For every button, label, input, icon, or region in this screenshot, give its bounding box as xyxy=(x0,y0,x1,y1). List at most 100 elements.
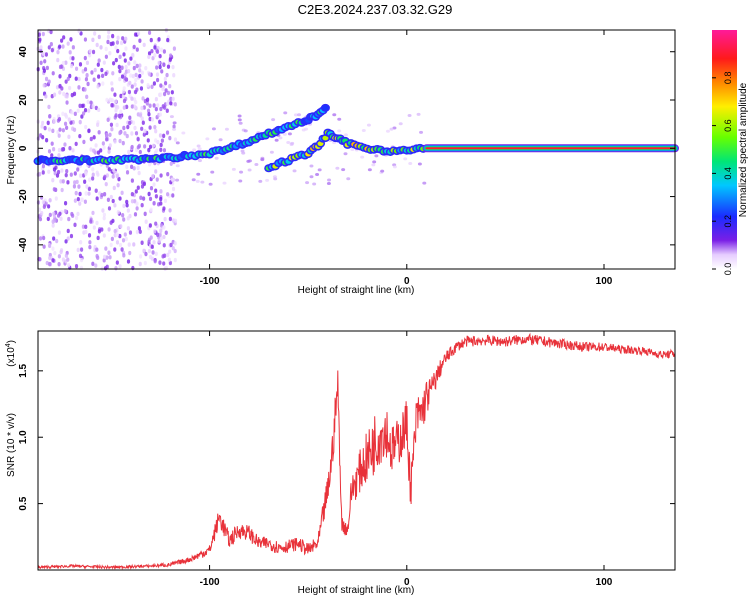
spectrogram-noise-speck xyxy=(67,216,71,222)
spectrogram-noise-speck xyxy=(326,182,331,186)
colorbar-tick-label: 0.2 xyxy=(723,215,733,228)
spectrogram-noise-speck xyxy=(116,182,120,188)
spectrogram-noise-speck xyxy=(85,94,89,100)
spectrogram-noise-speck xyxy=(92,77,96,82)
spectrogram-noise-speck xyxy=(119,40,124,46)
spectrogram-noise-speck xyxy=(86,81,90,87)
spectrogram-noise-speck xyxy=(122,98,127,104)
spectrogram-noise-speck xyxy=(52,147,56,152)
spectrogram-noise-speck xyxy=(106,117,110,122)
snr-background xyxy=(38,331,675,570)
snr-y-tick-label: 1.5 xyxy=(18,363,29,377)
spectrogram-noise-speck xyxy=(73,222,77,228)
spectrogram-noise-speck xyxy=(292,169,297,173)
spectrogram-noise-speck xyxy=(113,228,117,234)
spectrogram-noise-speck xyxy=(127,149,131,155)
spectrogram-noise-speck xyxy=(169,115,174,119)
spectrogram-noise-speck xyxy=(305,181,310,185)
spectrogram-noise-speck xyxy=(168,57,172,63)
spectrogram-noise-speck xyxy=(65,100,69,105)
spectrogram-noise-speck xyxy=(165,130,170,135)
spectrogram-noise-speck xyxy=(72,91,77,97)
spectrogram-noise-speck xyxy=(52,167,57,172)
spectrogram-noise-speck xyxy=(70,110,74,115)
spectrogram-noise-speck xyxy=(38,236,43,241)
colorbar-tick-label: 0.8 xyxy=(723,72,733,85)
spectrogram-noise-speck xyxy=(84,229,88,235)
spectrogram-noise-speck xyxy=(274,138,279,142)
spectrogram-noise-speck xyxy=(161,104,165,109)
spectrogram-noise-speck xyxy=(108,132,112,137)
snr-y-multiplier: (x104) xyxy=(5,340,17,367)
spectrogram-noise-speck xyxy=(147,54,151,60)
spectrogram-noise-speck xyxy=(154,129,158,134)
spectrogram-noise-speck xyxy=(69,120,73,125)
spectrogram-noise-speck xyxy=(121,140,125,146)
spectrogram-noise-speck xyxy=(61,44,65,49)
spectrogram-noise-speck xyxy=(159,201,163,206)
spectrogram-noise-speck xyxy=(154,97,158,102)
spectrogram-noise-speck xyxy=(237,114,242,118)
spectrogram-noise-speck xyxy=(127,89,132,95)
spectrogram-noise-speck xyxy=(60,64,64,69)
spectrogram-noise-speck xyxy=(162,62,166,67)
spectrogram-noise-speck xyxy=(42,68,47,73)
spectrogram-noise-speck xyxy=(144,65,148,71)
spectrogram-noise-speck xyxy=(155,49,160,54)
spectrogram-noise-speck xyxy=(79,31,83,36)
spectrogram-noise-speck xyxy=(134,131,139,136)
colorbar: 0.0 0.2 0.4 0.6 0.8 Normalized spectral ampl… xyxy=(712,30,749,275)
spectrogram-noise-speck xyxy=(76,167,80,172)
spectrogram-noise-speck xyxy=(168,249,172,254)
spectrogram-noise-speck xyxy=(149,207,153,212)
spectrogram-noise-speck xyxy=(148,125,152,130)
spectrogram-noise-speck xyxy=(41,51,46,56)
spectrogram-noise-speck xyxy=(41,163,46,169)
spectrogram-noise-speck xyxy=(157,60,161,66)
spectrogram-noise-speck xyxy=(337,129,342,133)
spectrogram-noise-speck xyxy=(60,168,64,173)
spectrogram-noise-speck xyxy=(38,257,42,262)
spectrogram-noise-speck xyxy=(161,86,165,92)
spectrogram-noise-speck xyxy=(172,46,177,51)
spectrogram-noise-speck xyxy=(57,153,61,158)
spectrogram-y-tick-label: -20 xyxy=(18,189,29,204)
spectrogram-noise-speck xyxy=(143,211,147,217)
snr-multiplier-prefix: (x10 xyxy=(6,347,17,367)
spectrogram-noise-speck xyxy=(398,122,403,126)
spectrogram-noise-speck xyxy=(350,148,355,152)
spectrogram-noise-speck xyxy=(118,264,122,269)
spectrogram-noise-speck xyxy=(75,179,79,185)
spectrogram-noise-speck xyxy=(74,66,79,71)
spectrogram-noise-speck xyxy=(133,60,137,65)
spectrogram-noise-speck xyxy=(74,264,79,269)
spectrogram-noise-speck xyxy=(159,223,164,228)
spectrogram-noise-speck xyxy=(63,201,68,206)
spectrogram-noise-speck xyxy=(83,199,87,204)
spectrogram-x-tick-label: 0 xyxy=(404,276,410,287)
spectrogram-noise-speck xyxy=(120,65,124,70)
spectrogram-noise-speck xyxy=(57,230,62,235)
spectrogram-noise-speck xyxy=(416,112,421,116)
ridge-blob-inner xyxy=(322,135,329,141)
spectrogram-noise-speck xyxy=(81,111,86,116)
spectrogram-noise-speck xyxy=(51,71,55,76)
spectrogram-noise-speck xyxy=(142,248,146,253)
spectrogram-noise-speck xyxy=(191,178,196,182)
spectrogram-noise-speck xyxy=(132,65,136,71)
spectrogram-noise-speck xyxy=(71,45,75,50)
spectrogram-noise-speck xyxy=(61,179,65,184)
spectrogram-x-ticks: -100 0 100 xyxy=(200,30,613,287)
spectrogram-noise-speck xyxy=(142,42,146,48)
spectrogram-noise-speck xyxy=(40,124,44,129)
spectrogram-noise-speck xyxy=(271,118,276,122)
spectrogram-noise-speck xyxy=(105,133,109,138)
spectrogram-noise-speck xyxy=(101,73,105,79)
spectrogram-noise-speck xyxy=(132,242,136,247)
spectrogram-noise-speck xyxy=(110,81,114,86)
colorbar-tick-label: 0.0 xyxy=(723,263,733,276)
spectrogram-noise-speck xyxy=(153,229,157,234)
spectrogram-noise-speck xyxy=(74,190,78,196)
spectrogram-noise-speck xyxy=(153,259,157,264)
spectrogram-noise-speck xyxy=(79,247,84,252)
